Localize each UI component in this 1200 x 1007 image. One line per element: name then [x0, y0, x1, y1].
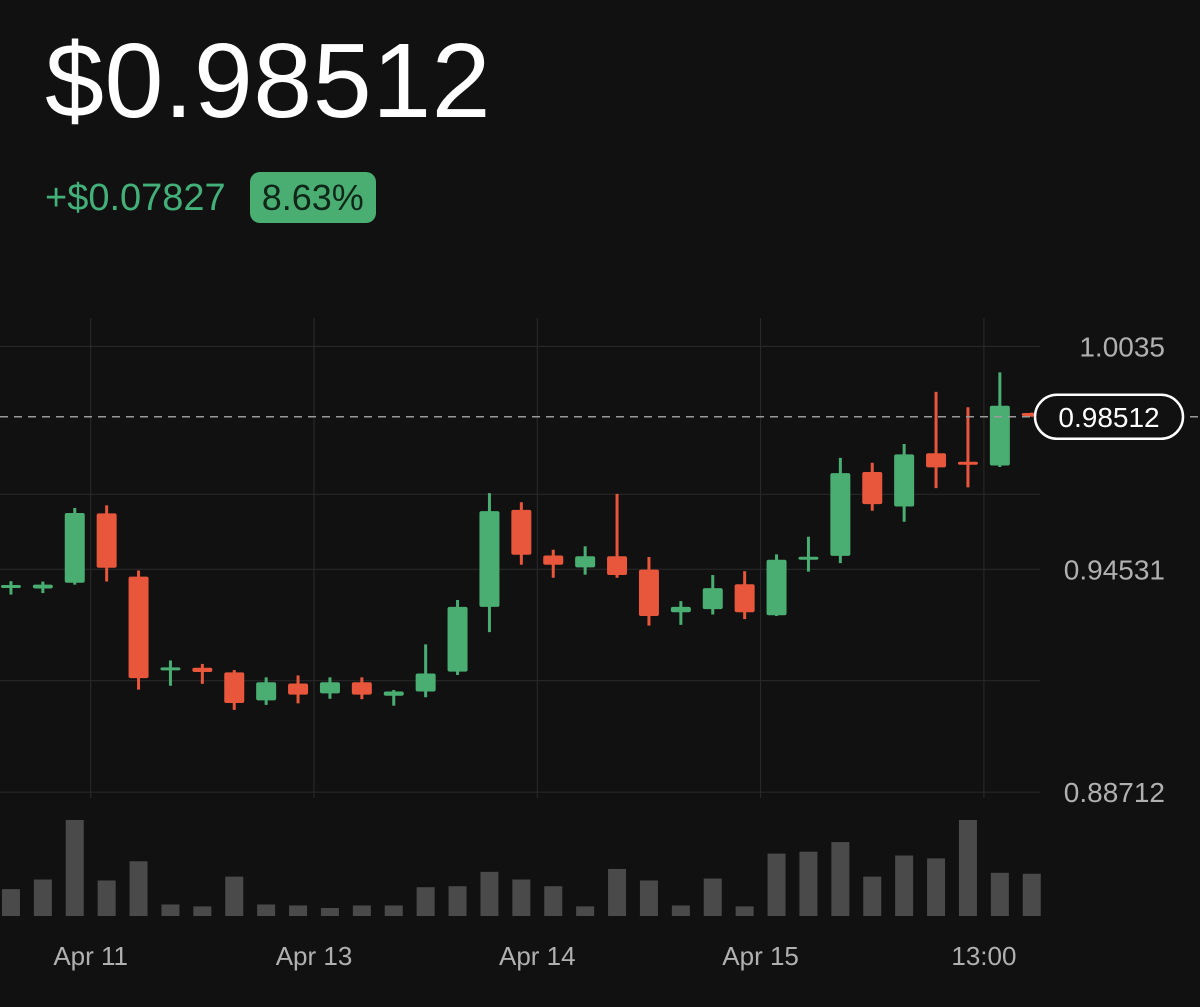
candle-body [288, 683, 309, 695]
candle-body [415, 673, 436, 692]
candle-body [894, 454, 915, 507]
volume-bar [65, 820, 84, 916]
current-price-label-pill [1033, 393, 1185, 441]
volume-bar [129, 861, 148, 916]
candle-body [670, 606, 691, 613]
candle-body [702, 588, 723, 610]
candle-body [192, 667, 213, 672]
volume-bar [990, 872, 1009, 916]
candle-body [160, 667, 181, 671]
candle-body [383, 691, 404, 696]
x-tick-label: Apr 13 [276, 941, 353, 971]
volume-bar [958, 820, 977, 916]
volume-bar [576, 906, 595, 916]
volume-bar [1022, 873, 1041, 916]
volume-bar [193, 906, 212, 916]
candle-body [766, 559, 787, 616]
candle-body [479, 511, 500, 607]
candle-body [351, 682, 372, 695]
volume-bar [320, 908, 339, 916]
candle-body [96, 513, 117, 568]
price-header: $0.98512 [45, 28, 491, 134]
current-price-label: 0.98512 [1058, 402, 1159, 433]
candle-body [734, 584, 755, 613]
candle-body [575, 556, 596, 568]
volume-bar [257, 904, 276, 916]
y-tick-label: 1.0035 [1079, 331, 1165, 362]
candle-body [830, 473, 851, 556]
volume-bar [639, 880, 658, 916]
candle-body [511, 509, 532, 555]
candle-body [957, 461, 978, 465]
candle-body [638, 569, 659, 617]
volume-bar [448, 886, 467, 916]
volume-bar [927, 858, 946, 916]
x-tick-label: Apr 11 [53, 941, 128, 971]
volume-bar [671, 905, 690, 916]
candle-body [128, 576, 149, 679]
candle-body [319, 682, 340, 694]
candle-body [607, 556, 628, 576]
x-tick-label: Apr 15 [722, 941, 799, 971]
volume-bar [703, 878, 722, 916]
volume-bar [384, 905, 403, 916]
absolute-change: +$0.07827 [45, 176, 226, 219]
volume-bar [1, 889, 20, 916]
price-change-row: +$0.07827 8.63% [45, 172, 376, 223]
x-tick-label: 13:00 [951, 941, 1016, 971]
volume-bar [895, 855, 914, 916]
volume-bar [544, 886, 563, 916]
volume-bar [225, 876, 244, 916]
volume-bar [767, 853, 786, 916]
volume-bar [161, 904, 180, 916]
volume-bar [608, 868, 627, 916]
volume-bar [33, 879, 52, 916]
volume-bar [480, 871, 499, 916]
candle-body [32, 584, 53, 589]
volume-bar [416, 887, 435, 916]
candle-body [256, 682, 277, 701]
volume-bar [735, 906, 754, 916]
current-price: $0.98512 [45, 22, 492, 140]
candle-body [447, 606, 468, 672]
volume-bar [831, 842, 850, 916]
candle-body [989, 405, 1010, 466]
candle-body [0, 585, 21, 589]
volume-bar [289, 905, 308, 916]
percent-change-badge: 8.63% [249, 172, 376, 223]
y-tick-label: 0.94531 [1064, 554, 1165, 585]
y-tick-label: 0.88712 [1064, 777, 1165, 808]
candle-body [926, 453, 947, 468]
candle-body [798, 556, 819, 560]
candle-body [64, 512, 85, 583]
candle-body [224, 672, 245, 703]
volume-bar [799, 851, 818, 916]
volume-bar [97, 880, 116, 916]
candle-body [862, 471, 883, 505]
x-tick-label: Apr 14 [499, 941, 576, 971]
volume-bar [512, 879, 531, 916]
candle-body [543, 555, 564, 565]
volume-bar [352, 905, 371, 916]
volume-bar [863, 876, 882, 916]
